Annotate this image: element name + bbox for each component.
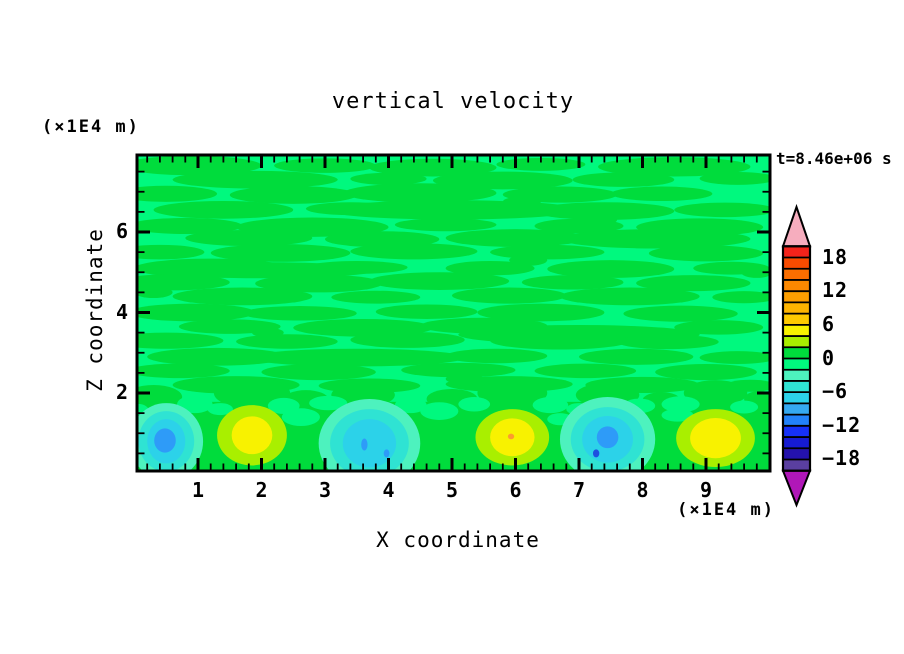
plot-title: vertical velocity xyxy=(331,89,575,114)
z-axis-unit: (×1E4 m) xyxy=(42,117,140,137)
x-tick-label: 9 xyxy=(699,478,713,502)
x-tick-label: 3 xyxy=(318,478,332,502)
colorbar-over-arrow xyxy=(781,203,812,248)
x-tick-label: 6 xyxy=(509,478,522,502)
colorbar-tick-label: 0 xyxy=(822,345,836,370)
x-axis-unit: (×1E4 m) xyxy=(677,500,775,520)
x-tick-label: 2 xyxy=(255,478,268,502)
colorbar-under-arrow xyxy=(781,469,812,508)
x-tick-label: 7 xyxy=(572,478,586,502)
colorbar-tick-label: 12 xyxy=(822,278,849,303)
colorbar-tick-label: 18 xyxy=(822,244,849,269)
colorbar-tick-label: −6 xyxy=(822,379,849,404)
y-tick-label: 2 xyxy=(115,380,128,404)
colorbar-tick-label: −12 xyxy=(822,412,862,437)
colorbar-tick-label: 6 xyxy=(822,311,836,336)
y-tick-label: 6 xyxy=(115,219,128,243)
plot-border xyxy=(135,153,772,473)
y-tick-label: 4 xyxy=(115,299,128,324)
x-tick-label: 5 xyxy=(445,478,459,502)
x-tick-label: 4 xyxy=(382,478,395,502)
velocity-field xyxy=(137,155,770,471)
colorbar xyxy=(781,203,812,508)
x-axis-label: X coordinate xyxy=(376,528,540,552)
x-tick-label: 8 xyxy=(636,478,649,502)
axis-ticks xyxy=(138,156,769,470)
colorbar-tick-label: −18 xyxy=(822,446,862,471)
x-tick-label: 1 xyxy=(191,478,205,502)
time-annotation: t=8.46e+06 s xyxy=(776,149,892,168)
